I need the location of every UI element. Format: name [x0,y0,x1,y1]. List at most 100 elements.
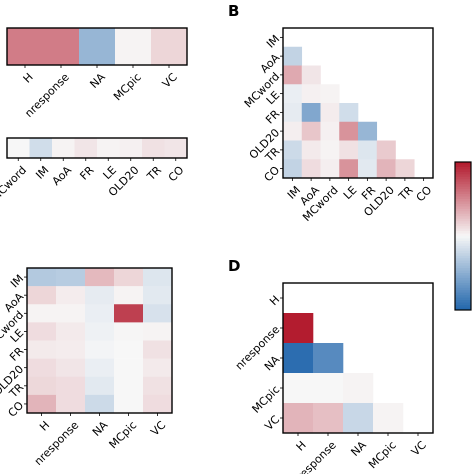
heatmap-cell [115,28,152,65]
heatmap-cell [74,138,98,158]
colorbar-segment [455,287,471,291]
colorbar-segment [455,171,471,175]
panel-c-xtick-label: MCpic [107,419,140,452]
panel-d-ytick-label: VC [262,413,282,433]
heatmap-cell [373,403,404,434]
colorbar-segment [455,240,471,244]
colorbar [454,161,472,311]
heatmap-cell [376,140,396,160]
heatmap-cell [27,322,57,341]
panel-d-ytick-label: MCpic [250,383,283,416]
heatmap-cell [343,373,374,404]
colorbar-segment [455,268,471,271]
heatmap-cell [301,103,321,123]
heatmap-cell [164,138,188,158]
heatmap-cell [43,28,80,65]
colorbar-segment [455,218,471,222]
heatmap-cell [52,138,75,158]
panel-d-xtick-label: VC [409,438,429,458]
colorbar-segment [455,238,471,242]
heatmap-cell [320,140,340,160]
heatmap-cell [283,140,303,160]
heatmap-cell [283,313,314,344]
heatmap-cell [85,304,115,323]
colorbar-segment [455,250,471,254]
panel-b-xtick-label: LE [341,184,359,202]
panel-d-xtick-label: MCpic [366,439,399,472]
heatmap-cell [301,140,321,160]
colorbar-segment [455,243,471,247]
heatmap-cell [283,373,314,404]
heatmap-cell [358,159,378,179]
panel-c-ytick-label: MCword [0,308,26,348]
colorbar-segment [455,231,471,234]
colorbar-segment [455,307,471,311]
panel-b-ytick-label: IM [264,32,282,50]
heatmap-cell [313,343,344,374]
heatmap-cell [313,403,344,434]
heatmap-cell [283,46,303,66]
heatmap-cell [143,340,173,359]
heatmap-cell [320,84,340,104]
heatmap-cell [27,286,57,305]
panel-a-bottom-xtick-label: FR [77,163,96,182]
colorbar-segment [455,194,471,197]
heatmap-cell [283,65,303,85]
heatmap-cell [29,138,53,158]
colorbar-segment [455,216,471,220]
heatmap-cell [56,286,86,305]
panel-b-frame [282,27,434,179]
colorbar-segment [455,285,471,289]
panel-c-ytick-label: IM [8,272,26,290]
heatmap-cell [395,159,415,179]
colorbar-segment [455,196,471,200]
panel-a-top-xtick-label: VC [160,70,180,90]
heatmap-cell [143,358,173,378]
colorbar-segment [455,213,471,217]
heatmap-cell [85,340,115,359]
heatmap-cell [301,121,321,141]
colorbar-segment [455,206,471,210]
colorbar-segment [455,292,471,296]
colorbar-segment [455,164,471,168]
colorbar-segment [455,300,471,303]
heatmap-cell [27,304,57,323]
heatmap-cell [56,268,86,287]
heatmap-cell [339,103,359,123]
colorbar-segment [455,166,471,170]
panel-c-ytick-label: FR [7,344,26,363]
colorbar-segment [455,191,471,195]
heatmap-cell [320,103,340,123]
colorbar-segment [455,265,471,269]
colorbar-segment [455,174,471,178]
panel-b-xtick-label: CO [414,183,435,204]
colorbar-segment [455,221,471,225]
heatmap-cell [114,268,144,287]
heatmap-cell [283,159,303,179]
colorbar-segment [455,162,471,165]
colorbar-segment [455,270,471,274]
colorbar-segment [455,273,471,276]
panel-d-ytick-label: NA [262,353,283,374]
colorbar-frame [454,161,472,311]
heatmap-cell [283,103,303,123]
panel-c-xtick-label: VC [148,418,168,438]
heatmap-cell [301,65,321,85]
heatmap-cell [114,286,144,305]
heatmap-cell [85,394,115,414]
panel-a-bottom-frame [6,137,188,159]
heatmap-cell [114,304,144,323]
heatmap-cell [56,322,86,341]
colorbar-segment [455,260,471,264]
heatmap-cell [376,159,396,179]
colorbar-segment [455,199,471,202]
heatmap-cell [143,286,173,305]
heatmap-cell [358,121,378,141]
heatmap-cell [313,373,344,404]
panel-d-xtick-label: H [294,439,309,454]
colorbar-segment [455,253,471,257]
colorbar-segment [455,282,471,286]
heatmap-cell [143,322,173,341]
